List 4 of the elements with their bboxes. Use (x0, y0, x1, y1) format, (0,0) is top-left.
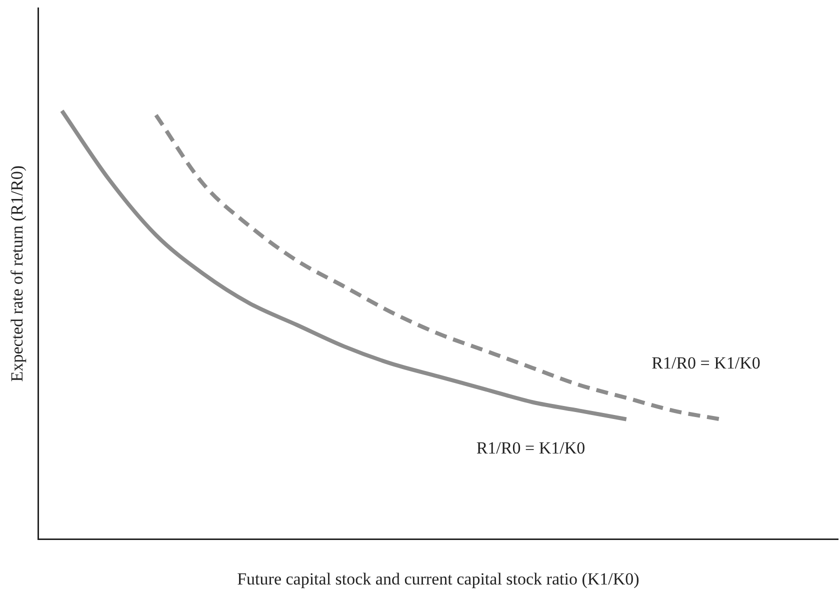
x-axis-title: Future capital stock and current capital stock ratio (K1/K0) (237, 569, 640, 588)
y-axis-title: Expected rate of return (R1/R0) (8, 166, 27, 382)
series-label: R1/R0 = K1/K0 (476, 438, 586, 458)
series-label: R1/R0 = K1/K0 (652, 354, 760, 373)
